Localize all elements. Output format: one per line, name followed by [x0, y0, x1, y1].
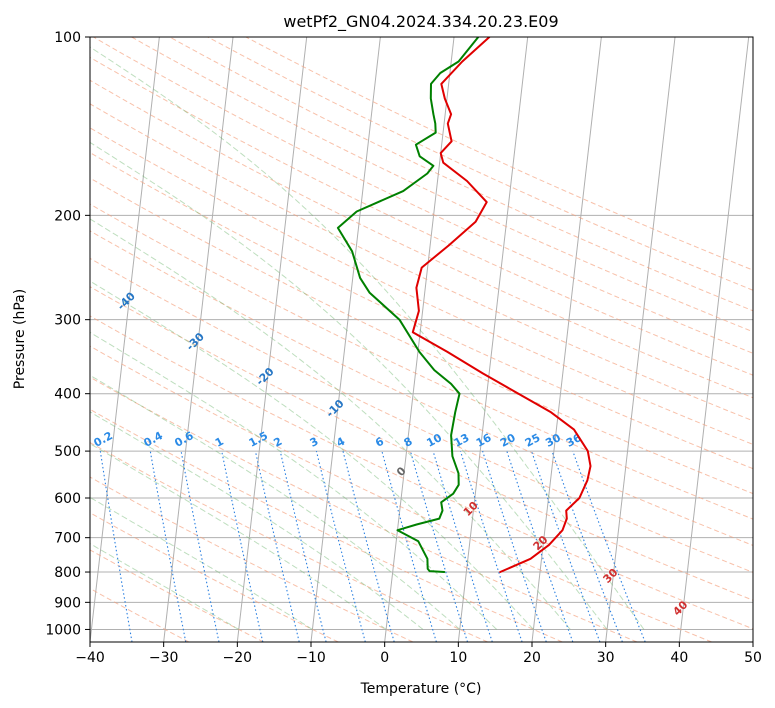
y-tick-label-100: 100 — [54, 30, 81, 46]
x-tick-label--20: −20 — [223, 650, 253, 666]
mixing-ratio-line-15 — [530, 450, 601, 642]
moist-adiabat-35 — [90, 46, 645, 630]
x-tick-label--10: −10 — [296, 650, 326, 666]
y-tick-label-600: 600 — [54, 491, 81, 507]
x-tick-label-30: 30 — [597, 650, 615, 666]
y-tick-label-300: 300 — [54, 313, 81, 329]
dry-adiabat-200 — [245, 37, 753, 271]
mixing-ratio-line-1 — [99, 451, 133, 642]
series-line-0 — [411, 37, 592, 573]
isotherm-40 — [678, 37, 750, 642]
mixing-ratio-line-13 — [482, 450, 547, 642]
mixing-ratio-line-11 — [432, 450, 493, 642]
series-line-1 — [336, 37, 480, 573]
dry-adiabat-120 — [90, 127, 753, 445]
mixing-ratio-lines — [99, 450, 646, 642]
dry-adiabat-150 — [90, 56, 753, 376]
mixing-ratio-line-3 — [180, 450, 220, 642]
dry-adiabat-0 — [90, 476, 414, 642]
mixing-ratio-line-12 — [459, 450, 523, 642]
moist-adiabat--20 — [90, 543, 240, 630]
dry-adiabat-40 — [90, 345, 712, 642]
dry-adiabat-190 — [207, 37, 753, 291]
x-axis-ticks: −40 −30 −20 −10 0 10 20 30 40 50 — [75, 642, 762, 666]
isotherm-30 — [605, 37, 676, 642]
x-tick-label--30: −30 — [149, 650, 179, 666]
y-tick-label-500: 500 — [54, 444, 81, 460]
mixing-ratio-line-9 — [381, 450, 437, 642]
y-tick-label-200: 200 — [54, 208, 81, 224]
mixing-ratio-line-6 — [279, 450, 327, 642]
dry-adiabat-50 — [90, 315, 753, 630]
mixing-ratio-line-14 — [506, 450, 574, 642]
dry-adiabat-70 — [90, 257, 753, 573]
mixing-ratio-line-8 — [342, 450, 395, 642]
moist-adiabat-0 — [90, 443, 387, 630]
y-tick-label-400: 400 — [54, 387, 81, 403]
y-axis-label: Pressure (hPa) — [12, 289, 28, 389]
dry-adiabat-160 — [93, 37, 753, 354]
mixing-ratio-label-11: 10 — [424, 431, 444, 450]
plot-frame — [89, 36, 754, 643]
mixing-ratio-label-12: 13 — [452, 431, 472, 450]
isotherm-10 — [457, 37, 529, 642]
y-tick-label-1000: 1000 — [45, 622, 81, 638]
mixing-ratio-line-5 — [254, 450, 300, 642]
x-tick-label--40: −40 — [75, 650, 105, 666]
y-axis-ticks: 100 200 300 400 500 600 700 800 900 1000 — [45, 30, 90, 638]
mixing-ratio-label-15: 25 — [523, 431, 543, 450]
dry-adiabat-10 — [90, 441, 488, 642]
isotherm--40 — [90, 37, 160, 642]
moist-adiabat-5 — [90, 411, 424, 630]
x-tick-label-20: 20 — [523, 650, 541, 666]
y-tick-label-700: 700 — [54, 531, 81, 547]
dry-adiabat-20 — [90, 408, 563, 642]
isotherm--20 — [236, 37, 308, 642]
x-tick-label-0: 0 — [380, 650, 389, 666]
y-tick-label-800: 800 — [54, 565, 81, 581]
skewed-isotherms — [90, 37, 753, 642]
dry-adiabat-30 — [90, 376, 638, 642]
isotherm-20 — [531, 37, 602, 642]
moist-adiabat-20 — [90, 280, 534, 630]
moist-adiabat-25 — [90, 218, 571, 630]
isotherm--30 — [163, 37, 234, 642]
x-tick-label-40: 40 — [670, 650, 688, 666]
chart-title: wetPf2_GN04.2024.334.20.23.E09 — [283, 12, 558, 32]
mixing-ratio-label-16: 30 — [543, 431, 563, 450]
isotherm--10 — [310, 37, 381, 642]
x-tick-label-10: 10 — [449, 650, 467, 666]
isotherm-0 — [384, 37, 455, 642]
x-axis-label: Temperature (°C) — [360, 681, 482, 697]
moist-adiabats — [90, 46, 645, 630]
moist-adiabat-15 — [90, 331, 497, 630]
dry-adiabat-100 — [90, 177, 753, 495]
dry-adiabat-140 — [90, 79, 753, 399]
profile-series — [336, 37, 592, 573]
mixing-ratio-line-7 — [315, 450, 366, 642]
mixing-ratio-line-10 — [409, 450, 469, 642]
mixing-ratio-label-13: 16 — [474, 431, 494, 450]
mixing-ratio-line-2 — [149, 451, 187, 642]
mixing-ratio-label-14: 20 — [498, 431, 518, 450]
x-tick-label-50: 50 — [744, 650, 762, 666]
y-tick-label-900: 900 — [54, 595, 81, 611]
dry-adiabats — [90, 37, 753, 642]
moist-adiabat-10 — [90, 374, 461, 630]
mixing-ratio-line-4 — [221, 450, 264, 642]
dry-adiabat-80 — [90, 230, 753, 546]
